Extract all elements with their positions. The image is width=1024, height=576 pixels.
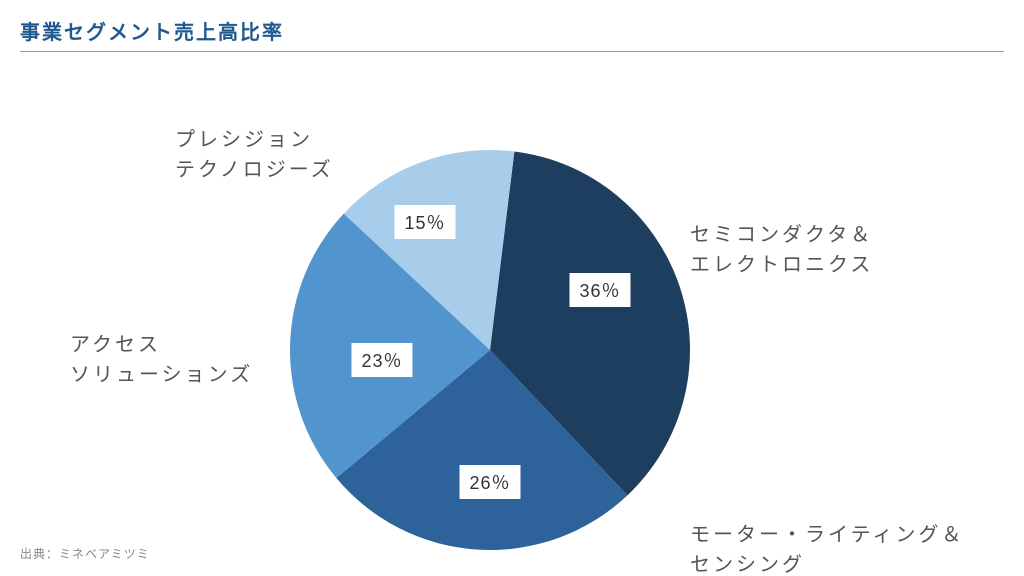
segment-label-2: アクセスソリューションズ bbox=[70, 330, 253, 390]
segment-label-1: モーター・ライティング＆センシング bbox=[690, 520, 964, 576]
chart-area: 36％26％23％15％セミコンダクタ＆エレクトロニクスモーター・ライティング＆… bbox=[0, 50, 1024, 550]
pct-label-0: 36％ bbox=[569, 273, 630, 307]
chart-title: 事業セグメント売上高比率 bbox=[20, 16, 1004, 52]
pct-label-3: 15％ bbox=[394, 205, 455, 239]
pct-label-1: 26％ bbox=[459, 465, 520, 499]
segment-label-3: プレシジョンテクノロジーズ bbox=[175, 125, 334, 185]
segment-label-0: セミコンダクタ＆エレクトロニクス bbox=[690, 220, 873, 280]
pct-label-2: 23％ bbox=[351, 343, 412, 377]
title-bar: 事業セグメント売上高比率 bbox=[20, 16, 1004, 52]
source-text: 出典：ミネベアミツミ bbox=[20, 545, 150, 562]
chart-page: { "title": { "text": "事業セグメント売上高比率", "co… bbox=[0, 0, 1024, 576]
